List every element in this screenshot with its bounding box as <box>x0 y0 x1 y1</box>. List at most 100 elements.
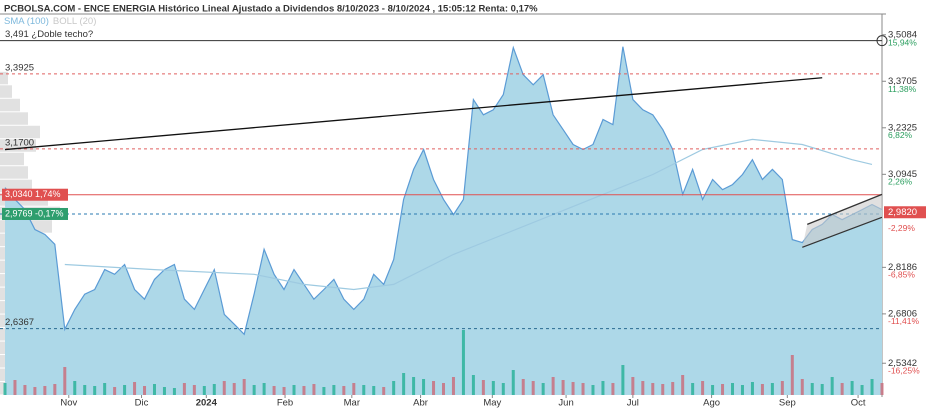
level-label-box <box>2 207 68 220</box>
trendline <box>802 216 883 248</box>
level-label: 3,1700 <box>5 137 34 148</box>
y-tick-label: 3,2325 <box>888 122 917 133</box>
volume-bar <box>701 381 705 395</box>
y-tick-label: 2,6806 <box>888 308 917 319</box>
volume-bar <box>272 386 276 395</box>
volume-profile-bar <box>0 355 7 368</box>
volume-bar <box>133 382 137 395</box>
volume-bar <box>83 385 87 395</box>
volume-bar <box>880 383 884 395</box>
x-tick-label: Nov <box>60 398 77 409</box>
volume-bar <box>740 385 744 395</box>
x-tick-label: May <box>483 398 501 409</box>
volume-bar <box>511 370 515 395</box>
volume-bar <box>621 365 625 395</box>
legend-entry: BOLL (20) <box>53 16 96 27</box>
volume-bar <box>721 384 725 395</box>
volume-bar <box>93 386 97 395</box>
volume-bar <box>671 382 675 395</box>
volume-profile-bar <box>0 112 28 125</box>
volume-bar <box>382 387 386 395</box>
volume-bar <box>790 355 794 395</box>
volume-bar <box>760 384 764 395</box>
x-tick-label: Feb <box>277 398 293 409</box>
legend: SMA (100) BOLL (20) <box>4 16 96 27</box>
volume-bar <box>143 386 147 395</box>
volume-bar <box>601 381 605 395</box>
y2-tick-label: 6,82% <box>888 130 913 140</box>
x-tick-label: Abr <box>413 398 428 409</box>
sma-line <box>64 138 873 291</box>
volume-bar <box>481 380 485 395</box>
volume-bar <box>770 383 774 395</box>
volume-bar <box>750 382 754 395</box>
volume-bar <box>471 375 475 395</box>
volume-profile-bar <box>0 368 10 382</box>
volume-bar <box>43 386 47 395</box>
volume-profile-bar <box>0 125 40 139</box>
volume-bar <box>352 383 356 395</box>
volume-bar <box>870 379 874 395</box>
volume-bar <box>442 383 445 395</box>
volume-bar <box>631 377 635 395</box>
last-price-label: 2,9820 <box>888 207 917 218</box>
volume-bar <box>202 386 206 395</box>
x-tick-label: Jun <box>558 398 573 409</box>
volume-bar <box>33 387 37 395</box>
volume-bar <box>461 330 465 395</box>
volume-bar <box>332 385 336 395</box>
volume-bar <box>711 385 715 395</box>
y2-tick-label: 2,26% <box>888 177 913 187</box>
y-tick-label: 3,0945 <box>888 169 917 180</box>
volume-bar <box>691 383 695 395</box>
volume-bar <box>53 384 57 395</box>
last-price-box <box>884 206 926 219</box>
volume-bar <box>681 375 685 395</box>
volume-bar <box>73 381 77 395</box>
volume-bar <box>152 384 156 395</box>
volume-profile-bar <box>0 71 8 85</box>
volume-bar <box>641 381 645 395</box>
price-area <box>5 46 882 395</box>
volume-bar <box>591 385 595 395</box>
y2-tick-label: -6,85% <box>888 270 915 280</box>
volume-bar <box>212 384 216 395</box>
volume-bar <box>192 385 196 395</box>
volume-bar <box>322 387 326 395</box>
y-tick-label: 3,3705 <box>888 76 917 87</box>
x-tick-label: Ago <box>703 398 720 409</box>
y2-tick-label: 11,38% <box>888 84 917 94</box>
volume-bar <box>432 381 436 395</box>
volume-bar <box>412 377 416 395</box>
volume-profile-bar <box>0 98 20 112</box>
level-label: 2,9769 -0,17% <box>5 208 64 218</box>
volume-bar <box>103 383 107 395</box>
volume-bar <box>830 377 834 395</box>
volume-profile-bar <box>0 152 24 166</box>
channel-fill <box>802 194 882 248</box>
volume-bar <box>581 383 585 395</box>
volume-bar <box>162 387 166 395</box>
x-tick-label: Sep <box>779 398 796 409</box>
level-label: 3,3925 <box>5 62 34 73</box>
volume-bar <box>13 380 17 395</box>
volume-bar <box>292 385 296 395</box>
volume-bar <box>541 383 545 395</box>
volume-bar <box>242 379 246 395</box>
volume-bar <box>611 383 615 395</box>
volume-bar <box>113 387 117 395</box>
volume-bar <box>491 381 495 395</box>
level-label: 2,6367 <box>5 317 34 328</box>
volume-bar <box>810 383 814 395</box>
volume-bar <box>820 384 824 395</box>
volume-bar <box>501 383 505 395</box>
volume-bar <box>451 377 455 395</box>
volume-bar <box>63 367 67 395</box>
volume-bar <box>232 383 236 395</box>
chart-title: PCBOLSA.COM - ENCE ENERGIA Histórico Lin… <box>4 4 538 15</box>
x-tick-label: Jul <box>627 398 639 409</box>
volume-bar <box>3 383 7 395</box>
volume-bar <box>123 385 127 395</box>
x-tick-label: 2024 <box>196 398 218 409</box>
